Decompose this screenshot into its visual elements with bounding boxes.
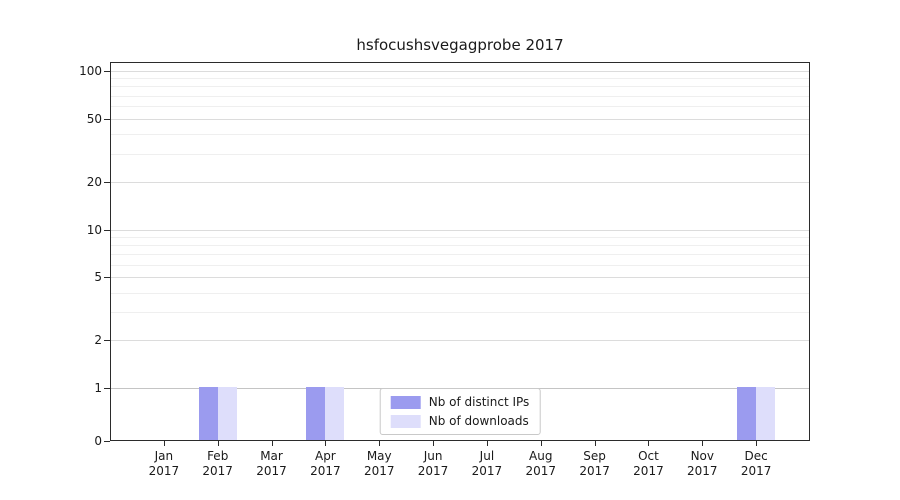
x-tick-label: Jun 2017	[405, 449, 461, 479]
x-tick-mark	[433, 441, 435, 446]
x-tick-year: 2017	[633, 464, 664, 478]
x-tick-year: 2017	[687, 464, 718, 478]
x-tick-label: Jul 2017	[459, 449, 515, 479]
bar-nb-of-distinct-ips-feb	[198, 387, 218, 440]
x-tick-label: Oct 2017	[620, 449, 676, 479]
y-minor-gridline	[111, 106, 809, 108]
x-tick-month: Jan	[154, 449, 174, 463]
x-tick-year: 2017	[471, 464, 503, 478]
bar-nb-of-distinct-ips-apr	[306, 387, 326, 440]
y-minor-gridline	[111, 134, 809, 136]
y-tick-label: 100	[79, 64, 102, 78]
y-minor-gridline	[111, 153, 809, 155]
y-tick-label: 5	[94, 270, 102, 285]
x-tick-month: Oct	[638, 449, 659, 463]
x-tick-label: Dec 2017	[728, 449, 784, 479]
x-tick-year: 2017	[363, 464, 395, 478]
y-tick-label: 2	[94, 333, 102, 348]
bar-nb-of-downloads-apr	[325, 387, 345, 440]
legend-item-distinct-ips: Nb of distinct IPs	[390, 395, 530, 409]
x-tick-label: Mar 2017	[244, 449, 300, 479]
y-gridline	[111, 118, 809, 120]
x-tick-month: Jun	[423, 449, 443, 463]
x-tick-mark	[271, 441, 273, 446]
x-tick-year: 2017	[740, 464, 772, 478]
chart-title: hsfocushsvegagprobe 2017	[356, 36, 564, 54]
y-tick-mark	[104, 277, 110, 279]
x-tick-month: Jul	[479, 449, 495, 463]
y-tick-label: 0	[94, 434, 102, 448]
plot-area	[110, 62, 810, 441]
y-minor-gridline	[111, 254, 809, 256]
x-tick-mark	[648, 441, 650, 446]
y-tick-mark	[104, 181, 110, 183]
x-tick-year: 2017	[202, 464, 233, 478]
x-tick-label: Aug 2017	[513, 449, 569, 479]
y-tick-mark	[104, 388, 110, 389]
x-tick-year: 2017	[148, 464, 180, 478]
x-tick-label: Jan 2017	[136, 449, 192, 479]
x-tick-mark	[217, 441, 219, 446]
y-tick-mark	[104, 229, 110, 231]
y-minor-gridline	[111, 264, 809, 266]
x-tick-label: Sep 2017	[567, 449, 623, 479]
x-tick-mark	[325, 441, 327, 446]
y-tick-label: 1	[94, 381, 102, 395]
legend-swatch-distinct-ips	[390, 395, 421, 409]
y-gridline	[111, 340, 809, 342]
y-tick-label: 20	[86, 174, 102, 189]
x-tick-month: Feb	[207, 449, 229, 463]
y-tick-mark	[104, 340, 110, 342]
x-tick-mark	[540, 441, 542, 446]
y-minor-gridline	[111, 78, 809, 80]
y-minor-gridline	[111, 236, 809, 238]
legend: Nb of distinct IPs Nb of downloads	[379, 388, 541, 435]
x-tick-month: Mar	[260, 449, 283, 463]
x-tick-mark	[379, 441, 381, 446]
y-gridline	[111, 181, 809, 183]
x-tick-mark	[486, 441, 488, 446]
y-tick-mark	[104, 118, 110, 120]
x-tick-year: 2017	[310, 464, 341, 478]
x-tick-label: May 2017	[351, 449, 407, 479]
bar-nb-of-downloads-feb	[217, 387, 237, 440]
bar-nb-of-distinct-ips-dec	[737, 387, 757, 440]
x-tick-mark	[594, 441, 596, 446]
y-minor-gridline	[111, 86, 809, 88]
y-minor-gridline	[111, 95, 809, 97]
x-tick-month: Dec	[744, 449, 768, 463]
x-tick-year: 2017	[417, 464, 449, 478]
bar-nb-of-downloads-dec	[756, 387, 776, 440]
x-tick-label: Feb 2017	[190, 449, 246, 479]
x-tick-year: 2017	[579, 464, 610, 478]
y-minor-gridline	[111, 312, 809, 314]
y-tick-label: 10	[86, 222, 102, 237]
legend-swatch-downloads	[390, 414, 421, 428]
y-minor-gridline	[111, 244, 809, 246]
x-tick-label: Apr 2017	[297, 449, 353, 479]
x-tick-year: 2017	[256, 464, 287, 478]
y-tick-mark	[104, 71, 110, 72]
x-tick-label: Nov 2017	[674, 449, 730, 479]
y-gridline	[111, 277, 809, 279]
legend-label-downloads: Nb of downloads	[428, 414, 529, 428]
x-tick-month: Aug	[529, 449, 553, 463]
x-tick-year: 2017	[525, 464, 557, 478]
x-tick-month: Apr	[314, 449, 336, 463]
legend-label-distinct-ips: Nb of distinct IPs	[428, 395, 530, 409]
x-tick-mark	[163, 441, 165, 446]
x-tick-month: Sep	[583, 449, 606, 463]
legend-item-downloads: Nb of downloads	[390, 414, 530, 428]
x-tick-mark	[702, 441, 704, 446]
x-tick-month: May	[366, 449, 392, 463]
y-gridline	[111, 229, 809, 231]
y-gridline	[111, 71, 809, 72]
y-tick-mark	[104, 441, 110, 442]
y-minor-gridline	[111, 292, 809, 294]
x-tick-month: Nov	[690, 449, 714, 463]
y-tick-label: 50	[86, 111, 102, 126]
x-tick-mark	[756, 441, 758, 446]
